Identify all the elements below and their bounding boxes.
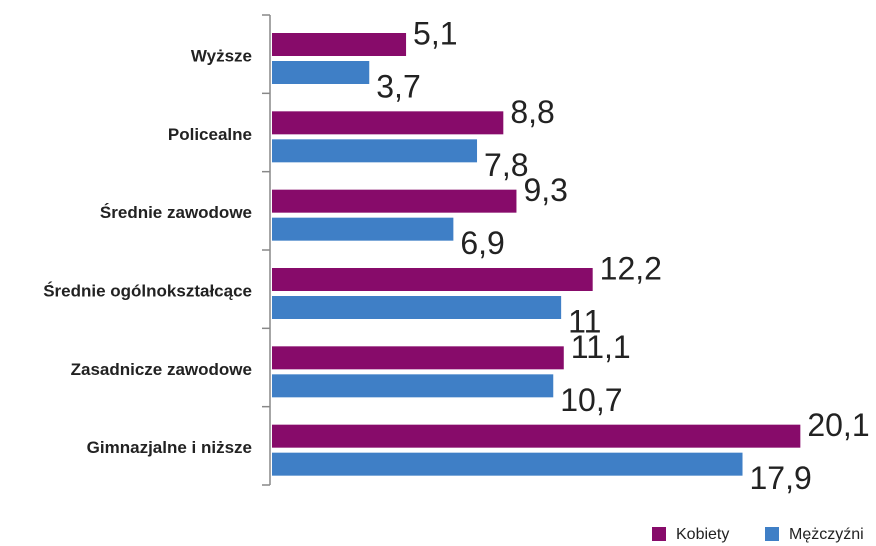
category-label: Gimnazjalne i niższe bbox=[87, 438, 252, 457]
category-label: Średnie zawodowe bbox=[100, 203, 252, 222]
value-label: 17,9 bbox=[750, 460, 812, 496]
value-label: 10,7 bbox=[560, 382, 622, 418]
value-label: 3,7 bbox=[376, 68, 420, 104]
value-label: 7,8 bbox=[484, 147, 528, 183]
value-label: 12,2 bbox=[600, 250, 662, 286]
legend-swatch bbox=[765, 527, 779, 541]
bar bbox=[272, 189, 517, 213]
bar bbox=[272, 139, 478, 163]
category-label: Policealne bbox=[168, 125, 252, 144]
value-label: 8,8 bbox=[510, 94, 554, 130]
legend-label: Kobiety bbox=[676, 526, 729, 543]
bar bbox=[272, 452, 743, 476]
bar bbox=[272, 268, 593, 291]
bar bbox=[272, 217, 454, 241]
value-label: 11,1 bbox=[571, 329, 631, 365]
value-label: 6,9 bbox=[460, 225, 504, 261]
bar bbox=[272, 346, 564, 370]
category-label: Zasadnicze zawodowe bbox=[71, 360, 252, 379]
value-label: 9,3 bbox=[523, 172, 567, 208]
value-label: 5,1 bbox=[413, 15, 457, 51]
category-label: Wyższe bbox=[191, 46, 252, 65]
value-label: 11 bbox=[568, 303, 601, 339]
legend-label: Mężczyźni bbox=[789, 526, 864, 543]
bar bbox=[272, 296, 562, 319]
bar bbox=[272, 61, 370, 84]
bar bbox=[272, 111, 504, 135]
bar bbox=[272, 424, 801, 448]
category-label: Średnie ogólnokształcące bbox=[43, 281, 252, 300]
bar bbox=[272, 33, 407, 56]
value-label: 20,1 bbox=[807, 407, 869, 443]
legend-swatch bbox=[652, 527, 666, 541]
bar bbox=[272, 374, 554, 398]
